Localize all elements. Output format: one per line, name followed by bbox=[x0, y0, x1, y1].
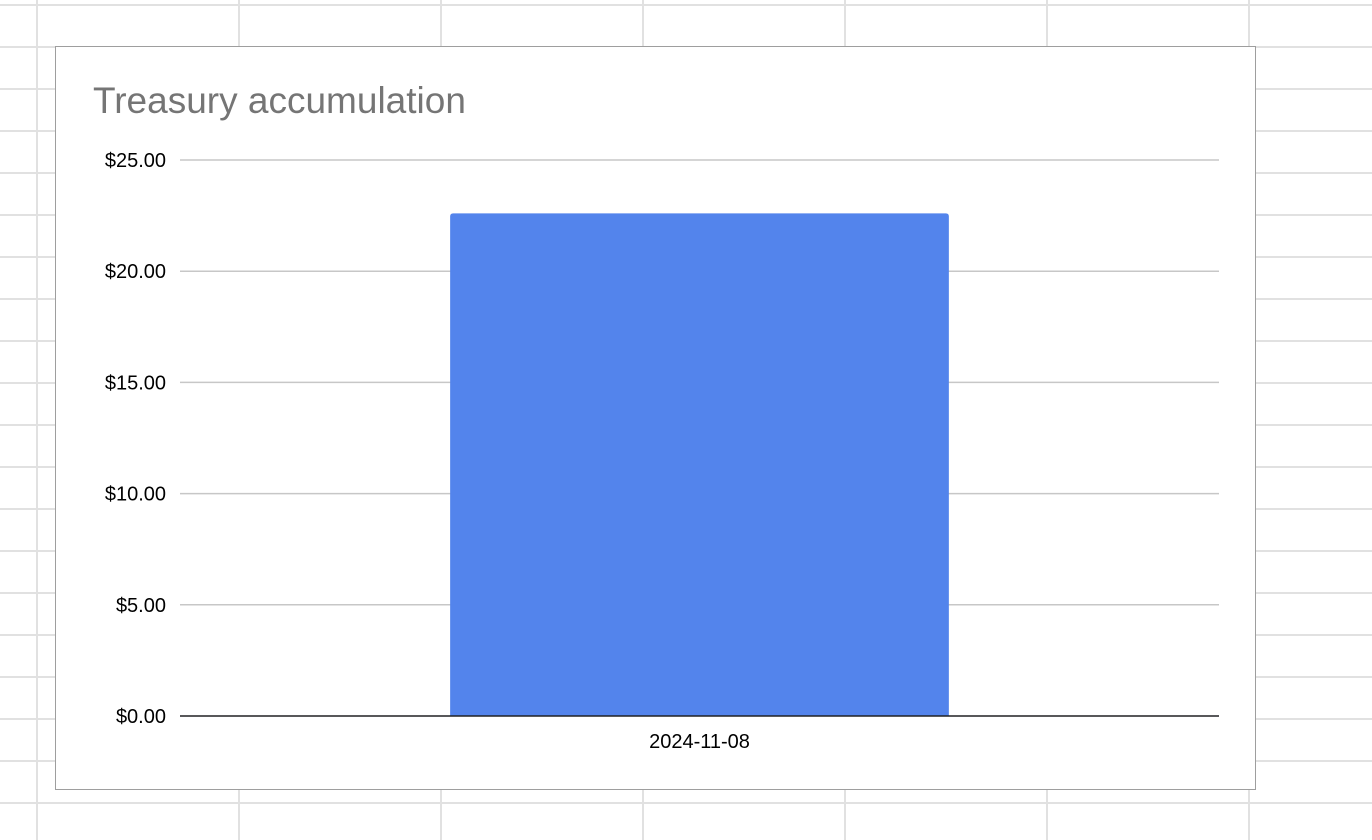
chart-title: Treasury accumulation bbox=[93, 80, 466, 121]
y-tick-label: $15.00 bbox=[105, 372, 166, 394]
bar[interactable] bbox=[450, 213, 949, 716]
y-tick-label: $0.00 bbox=[116, 706, 166, 728]
x-tick-label: 2024-11-08 bbox=[649, 731, 750, 753]
y-tick-label: $20.00 bbox=[105, 261, 166, 283]
y-tick-label: $25.00 bbox=[105, 150, 166, 172]
y-tick-label: $5.00 bbox=[116, 595, 166, 617]
y-tick-label: $10.00 bbox=[105, 484, 166, 506]
